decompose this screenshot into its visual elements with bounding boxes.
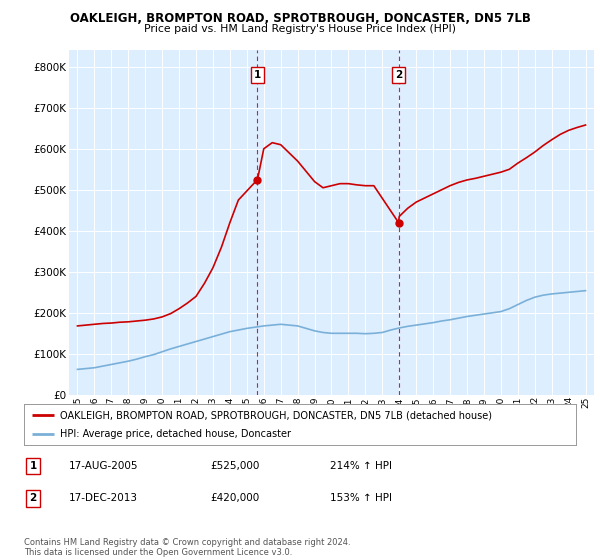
Text: Contains HM Land Registry data © Crown copyright and database right 2024.
This d: Contains HM Land Registry data © Crown c… bbox=[24, 538, 350, 557]
Text: 1: 1 bbox=[29, 461, 37, 471]
Text: £525,000: £525,000 bbox=[210, 461, 259, 471]
Text: 2: 2 bbox=[29, 493, 37, 503]
Text: 17-DEC-2013: 17-DEC-2013 bbox=[69, 493, 138, 503]
Text: Price paid vs. HM Land Registry's House Price Index (HPI): Price paid vs. HM Land Registry's House … bbox=[144, 24, 456, 34]
Text: HPI: Average price, detached house, Doncaster: HPI: Average price, detached house, Donc… bbox=[60, 429, 291, 439]
Text: 2: 2 bbox=[395, 70, 402, 80]
Text: 17-AUG-2005: 17-AUG-2005 bbox=[69, 461, 139, 471]
Text: OAKLEIGH, BROMPTON ROAD, SPROTBROUGH, DONCASTER, DN5 7LB: OAKLEIGH, BROMPTON ROAD, SPROTBROUGH, DO… bbox=[70, 12, 530, 25]
Text: OAKLEIGH, BROMPTON ROAD, SPROTBROUGH, DONCASTER, DN5 7LB (detached house): OAKLEIGH, BROMPTON ROAD, SPROTBROUGH, DO… bbox=[60, 410, 492, 421]
Text: 153% ↑ HPI: 153% ↑ HPI bbox=[330, 493, 392, 503]
Text: £420,000: £420,000 bbox=[210, 493, 259, 503]
Text: 1: 1 bbox=[254, 70, 261, 80]
Text: 214% ↑ HPI: 214% ↑ HPI bbox=[330, 461, 392, 471]
